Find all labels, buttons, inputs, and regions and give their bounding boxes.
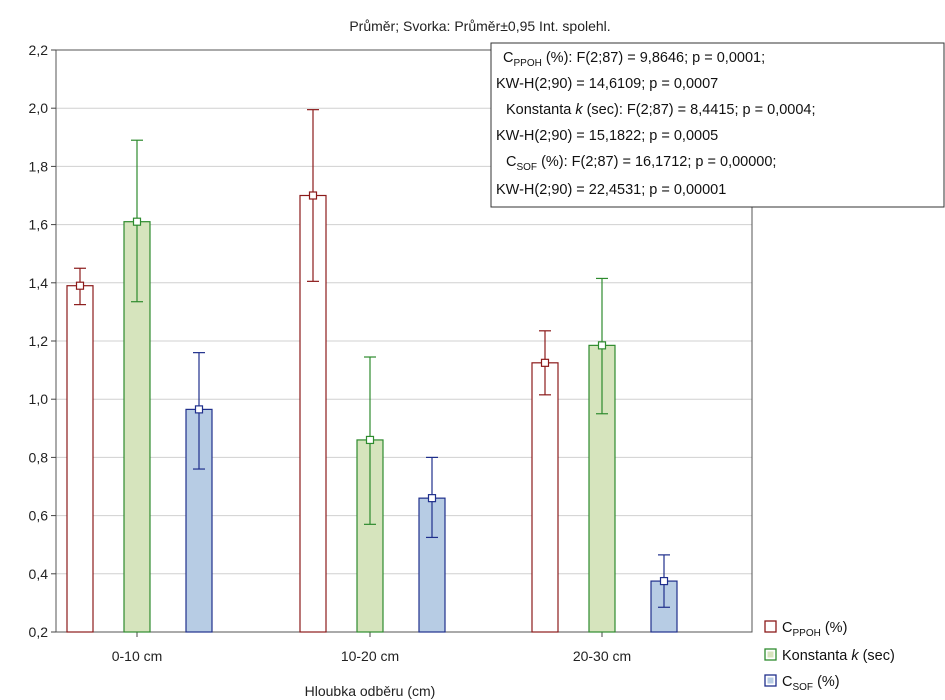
chart-title: Průměr; Svorka: Průměr±0,95 Int. spolehl… — [349, 18, 610, 34]
y-tick-label: 1,4 — [29, 275, 49, 291]
mean-marker — [597, 341, 607, 350]
y-axis: 0,2 0,4 0,6 0,8 1,0 1,2 1,4 1,6 1,8 2,0 2,2 — [29, 42, 56, 640]
y-tick-label: 1,0 — [29, 391, 49, 407]
y-tick-label: 0,2 — [29, 624, 49, 640]
y-tick-label: 1,2 — [29, 333, 49, 349]
y-tick-label: 1,6 — [29, 217, 49, 233]
x-tick-label: 0-10 cm — [112, 648, 163, 664]
mean-marker — [194, 405, 204, 414]
stats-box-frame — [490, 42, 945, 208]
mean-marker — [308, 191, 318, 200]
mean-marker — [365, 435, 375, 445]
stats-line: KW-H(2;90) = 22,4531; p = 0,00001 — [496, 182, 726, 198]
mean-marker — [75, 281, 85, 290]
legend: CPPOH (%) Konstanta k (sec) CSOF (%) — [764, 620, 895, 693]
error-bars — [74, 109, 670, 608]
mean-marker — [659, 576, 669, 586]
x-tick-label: 10-20 cm — [341, 648, 399, 664]
y-tick-label: 2,2 — [29, 42, 49, 58]
stats-annotation-box: CPPOH (%): F(2;87) = 9,8646; p = 0,0001;… — [490, 42, 945, 208]
mean-marker — [540, 358, 550, 367]
x-axis: 0-10 cm 10-20 cm 20-30 cm — [112, 632, 631, 664]
mean-marker — [132, 217, 142, 226]
x-tick-label: 20-30 cm — [573, 648, 631, 664]
mean-marker — [427, 494, 437, 503]
x-axis-label: Hloubka odběru (cm) — [305, 683, 436, 699]
bar — [123, 221, 151, 633]
legend-label: CSOF (%) — [782, 674, 840, 693]
y-tick-label: 1,8 — [29, 158, 49, 174]
stats-line: CSOF (%): F(2;87) = 16,1712; p = 0,00000… — [506, 154, 776, 173]
y-tick-label: 0,6 — [29, 508, 49, 524]
legend-label: Konstanta k (sec) — [782, 648, 895, 664]
y-tick-label: 0,4 — [29, 566, 49, 582]
bar — [66, 285, 94, 633]
y-tick-label: 0,8 — [29, 449, 49, 465]
y-tick-label: 2,0 — [29, 100, 49, 116]
stats-line: Konstanta k (sec): F(2;87) = 8,4415; p =… — [506, 102, 816, 118]
legend-label: CPPOH (%) — [782, 620, 847, 639]
stats-line: CPPOH (%): F(2;87) = 9,8646; p = 0,0001; — [503, 50, 765, 69]
bar — [531, 362, 559, 633]
stats-line: KW-H(2;90) = 14,6109; p = 0,0007 — [496, 76, 718, 92]
bars — [66, 194, 678, 633]
stats-line: KW-H(2;90) = 15,1822; p = 0,0005 — [496, 128, 718, 144]
